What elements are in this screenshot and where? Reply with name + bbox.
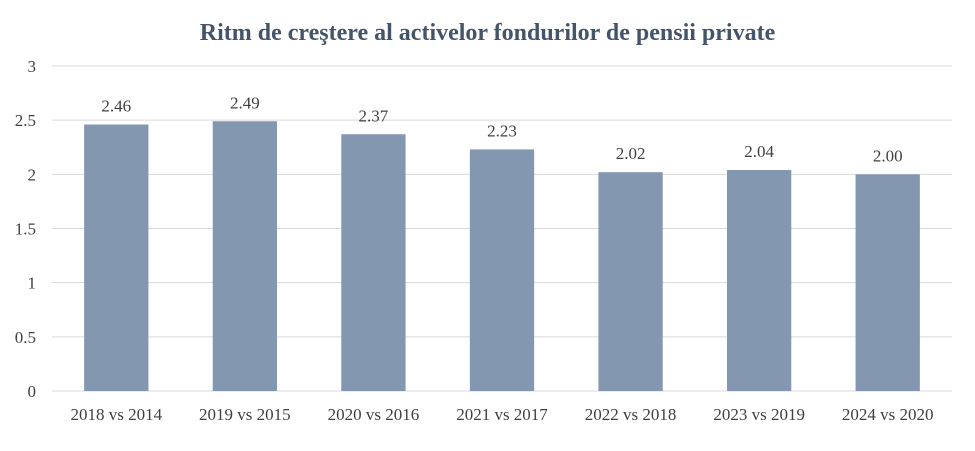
data-label: 2.37 xyxy=(359,106,389,125)
data-label: 2.23 xyxy=(487,121,517,140)
x-tick-label: 2022 vs 2018 xyxy=(585,405,677,424)
x-tick-label: 2023 vs 2019 xyxy=(713,405,805,424)
y-tick-label: 2.5 xyxy=(15,111,36,130)
y-tick-label: 1.5 xyxy=(15,220,36,239)
x-tick-label: 2019 vs 2015 xyxy=(199,405,291,424)
data-label: 2.04 xyxy=(744,142,774,161)
y-tick-label: 3 xyxy=(28,57,37,76)
data-label: 2.00 xyxy=(873,146,903,165)
bar xyxy=(212,121,277,391)
data-label: 2.49 xyxy=(230,93,260,112)
y-tick-label: 2 xyxy=(28,165,37,184)
bar xyxy=(855,174,920,391)
x-tick-label: 2020 vs 2016 xyxy=(328,405,420,424)
bar xyxy=(727,170,792,391)
bar xyxy=(598,172,663,391)
y-tick-label: 0.5 xyxy=(15,328,36,347)
data-label: 2.02 xyxy=(616,144,646,163)
chart-title: Ritm de creştere al activelor fondurilor… xyxy=(199,20,776,46)
bar xyxy=(341,134,406,391)
x-tick-label: 2018 vs 2014 xyxy=(70,405,162,424)
y-tick-label: 0 xyxy=(28,382,37,401)
x-tick-label: 2021 vs 2017 xyxy=(456,405,548,424)
bar xyxy=(469,149,535,391)
x-tick-label: 2024 vs 2020 xyxy=(842,405,934,424)
y-tick-label: 1 xyxy=(28,274,37,293)
bar xyxy=(84,124,149,391)
data-label: 2.46 xyxy=(101,97,131,116)
